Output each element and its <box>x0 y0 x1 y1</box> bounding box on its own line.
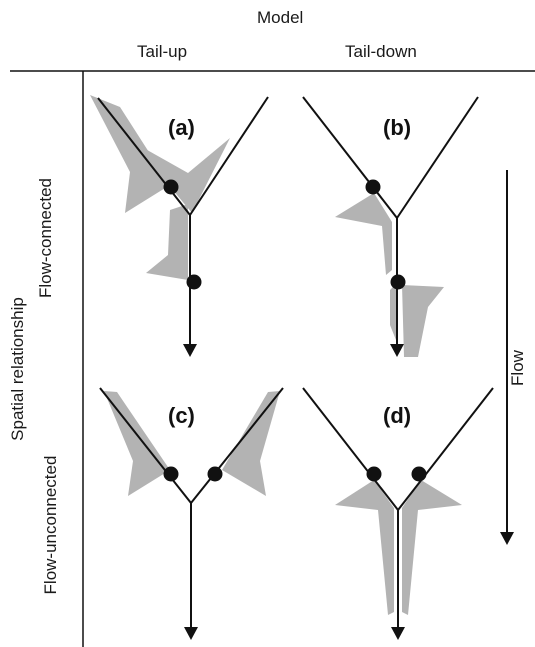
site-dot <box>207 466 223 482</box>
site-dot <box>163 179 179 195</box>
panel-label-a: (a) <box>168 115 195 140</box>
panel-label-b: (b) <box>383 115 411 140</box>
weight-shade-c-right <box>222 391 280 496</box>
site-dot <box>186 274 202 290</box>
weight-shade-d-left <box>335 480 394 615</box>
flow-arrow <box>500 170 514 545</box>
panel-a: (a) <box>90 95 269 357</box>
weight-shade-b-tail <box>402 285 444 357</box>
site-dot <box>390 274 406 290</box>
site-dot <box>163 466 179 482</box>
panel-b: (b) <box>302 96 479 357</box>
model-header: Model <box>257 8 304 27</box>
site-dot <box>411 466 427 482</box>
site-dot <box>365 179 381 195</box>
site-dot <box>366 466 382 482</box>
weight-shade-c-left <box>104 391 170 496</box>
weight-shade-a-left <box>90 95 170 213</box>
panel-c: (c) <box>99 387 284 640</box>
weight-shade-d-right <box>402 480 462 615</box>
panel-label-d: (d) <box>383 403 411 428</box>
panel-d: (d) <box>302 387 494 640</box>
weight-shade-b-upper <box>335 193 392 275</box>
column-header-tail-up: Tail-up <box>137 42 188 61</box>
panel-label-c: (c) <box>168 403 195 428</box>
weight-shade-a-lower <box>146 204 188 280</box>
column-header-tail-down: Tail-down <box>345 42 417 61</box>
weight-shade-a-middle <box>133 138 230 213</box>
